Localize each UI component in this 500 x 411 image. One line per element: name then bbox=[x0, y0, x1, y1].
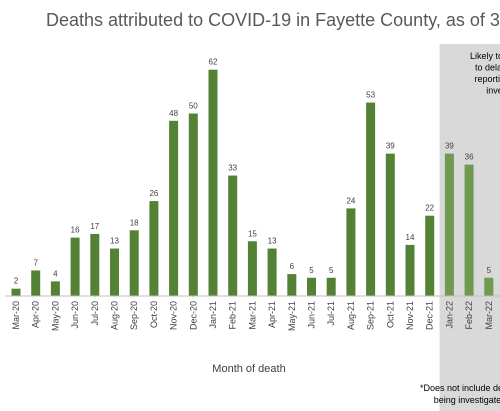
bar-Dec-20 bbox=[188, 113, 198, 296]
bar-Jun-21 bbox=[307, 277, 316, 296]
x-tick-label-Nov-20: Nov-20 bbox=[169, 301, 179, 330]
bar-Aug-20 bbox=[110, 248, 119, 296]
bar-value-label-Oct-21: 39 bbox=[386, 142, 395, 151]
shaded-note-line: investigations bbox=[486, 86, 500, 96]
bar-value-label-Nov-21: 14 bbox=[406, 233, 415, 242]
x-tick-label-Jul-21: Jul-21 bbox=[326, 301, 336, 326]
bar-value-label-May-20: 4 bbox=[53, 269, 58, 278]
footnote-line: being investigated bbox=[434, 395, 500, 405]
bar-value-label-Mar-21: 15 bbox=[248, 229, 257, 238]
x-tick-label-Oct-20: Oct-20 bbox=[149, 301, 159, 328]
x-tick-label-Oct-21: Oct-21 bbox=[385, 301, 395, 328]
x-tick-label-Jan-21: Jan-21 bbox=[208, 301, 218, 329]
x-tick-label-Mar-21: Mar-21 bbox=[247, 301, 257, 330]
bar-value-label-Apr-21: 13 bbox=[268, 237, 277, 246]
x-tick-labels-group: Mar-20 Apr-20 May-20 Jun-20 Jul-20 Aug-20 Sep-… bbox=[11, 301, 494, 331]
bar-value-label-Feb-22: 36 bbox=[465, 153, 474, 162]
x-tick-label-Jun-20: Jun-20 bbox=[70, 301, 80, 329]
x-tick-label-May-21: May-21 bbox=[287, 301, 297, 331]
bar-Nov-20 bbox=[169, 120, 179, 296]
bar-value-label-Jul-21: 5 bbox=[329, 266, 334, 275]
shaded-note-line: Likely to increase due bbox=[470, 51, 500, 61]
bar-value-label-May-21: 6 bbox=[290, 262, 295, 271]
bar-value-label-Feb-21: 33 bbox=[228, 164, 237, 173]
bar-value-label-Jun-21: 5 bbox=[309, 266, 314, 275]
x-tick-label-Mar-20: Mar-20 bbox=[11, 301, 21, 330]
bar-Apr-21 bbox=[267, 248, 277, 296]
bar-Dec-21 bbox=[425, 215, 435, 296]
shaded-note-line: to delays in testing, bbox=[475, 63, 500, 73]
bar-value-label-Mar-22: 5 bbox=[487, 266, 492, 275]
bar-May-21 bbox=[287, 274, 297, 296]
bar-Sep-21 bbox=[366, 102, 376, 296]
x-tick-label-Dec-21: Dec-21 bbox=[425, 301, 435, 330]
x-tick-label-Feb-22: Feb-22 bbox=[464, 301, 474, 330]
bar-value-label-Aug-21: 24 bbox=[346, 196, 355, 205]
chart-title: Deaths attributed to COVID-19 in Fayette… bbox=[46, 10, 500, 30]
bar-Jul-20 bbox=[90, 233, 100, 296]
x-tick-label-Nov-21: Nov-21 bbox=[405, 301, 415, 330]
bar-Mar-21 bbox=[247, 241, 257, 296]
bar-value-label-Jun-20: 16 bbox=[71, 226, 80, 235]
x-tick-label-Jul-20: Jul-20 bbox=[90, 301, 100, 326]
bar-value-label-Dec-21: 22 bbox=[425, 204, 434, 213]
bar-Oct-21 bbox=[385, 153, 395, 296]
bar-Mar-20 bbox=[11, 288, 21, 296]
bar-value-label-Mar-20: 2 bbox=[14, 277, 19, 286]
x-tick-label-Aug-21: Aug-21 bbox=[346, 301, 356, 330]
x-tick-label-Aug-20: Aug-20 bbox=[110, 301, 120, 330]
bar-value-label-Jan-22: 39 bbox=[445, 142, 454, 151]
bar-value-label-Dec-20: 50 bbox=[189, 102, 198, 111]
bar-Jul-21 bbox=[326, 277, 336, 296]
footnote-line: *Does not include deaths bbox=[420, 383, 500, 393]
x-tick-label-Apr-20: Apr-20 bbox=[31, 301, 41, 328]
bar-value-label-Oct-20: 26 bbox=[149, 189, 158, 198]
bar-Nov-21 bbox=[405, 244, 415, 296]
bar-Apr-20 bbox=[31, 270, 41, 296]
footnote: *Does not include deaths being investigat… bbox=[420, 383, 500, 405]
x-tick-label-Dec-20: Dec-20 bbox=[188, 301, 198, 330]
bar-value-label-Jan-21: 62 bbox=[209, 58, 218, 67]
bar-Sep-20 bbox=[129, 230, 139, 296]
bar-value-label-Sep-21: 53 bbox=[366, 91, 375, 100]
bars-group bbox=[11, 69, 494, 296]
x-tick-label-Apr-21: Apr-21 bbox=[267, 301, 277, 328]
bar-Feb-22 bbox=[464, 164, 474, 296]
bar-Mar-22 bbox=[484, 277, 494, 296]
x-tick-label-Mar-22: Mar-22 bbox=[484, 301, 494, 330]
bar-value-label-Jul-20: 17 bbox=[90, 222, 99, 231]
shaded-note-line: reporting and death bbox=[475, 74, 500, 84]
x-axis-title: Month of death bbox=[212, 363, 285, 375]
x-tick-label-Jun-21: Jun-21 bbox=[307, 301, 317, 329]
bar-Oct-20 bbox=[149, 201, 159, 296]
bar-value-label-Nov-20: 48 bbox=[169, 109, 178, 118]
x-tick-label-Jan-22: Jan-22 bbox=[444, 301, 454, 329]
x-tick-label-May-20: May-20 bbox=[50, 301, 60, 331]
bar-Jan-21 bbox=[208, 69, 218, 296]
bar-Jan-22 bbox=[444, 153, 454, 296]
bar-Feb-21 bbox=[228, 175, 238, 296]
shaded-region-note: Likely to increase due to delays in testi… bbox=[470, 51, 500, 96]
bar-value-label-Apr-20: 7 bbox=[33, 258, 38, 267]
x-tick-label-Feb-21: Feb-21 bbox=[228, 301, 238, 330]
bar-Aug-21 bbox=[346, 208, 356, 296]
bar-May-20 bbox=[50, 281, 60, 296]
bar-labels-group: 2 7 4 16 17 13 18 26 48 50 62 33 15 13 6 5 5 24 53 39 14 22 39… bbox=[14, 58, 492, 286]
bar-value-label-Sep-20: 18 bbox=[130, 218, 139, 227]
bar-Jun-20 bbox=[70, 237, 80, 296]
bar-value-label-Aug-20: 13 bbox=[110, 237, 119, 246]
x-tick-label-Sep-20: Sep-20 bbox=[129, 301, 139, 330]
x-tick-label-Sep-21: Sep-21 bbox=[366, 301, 376, 330]
